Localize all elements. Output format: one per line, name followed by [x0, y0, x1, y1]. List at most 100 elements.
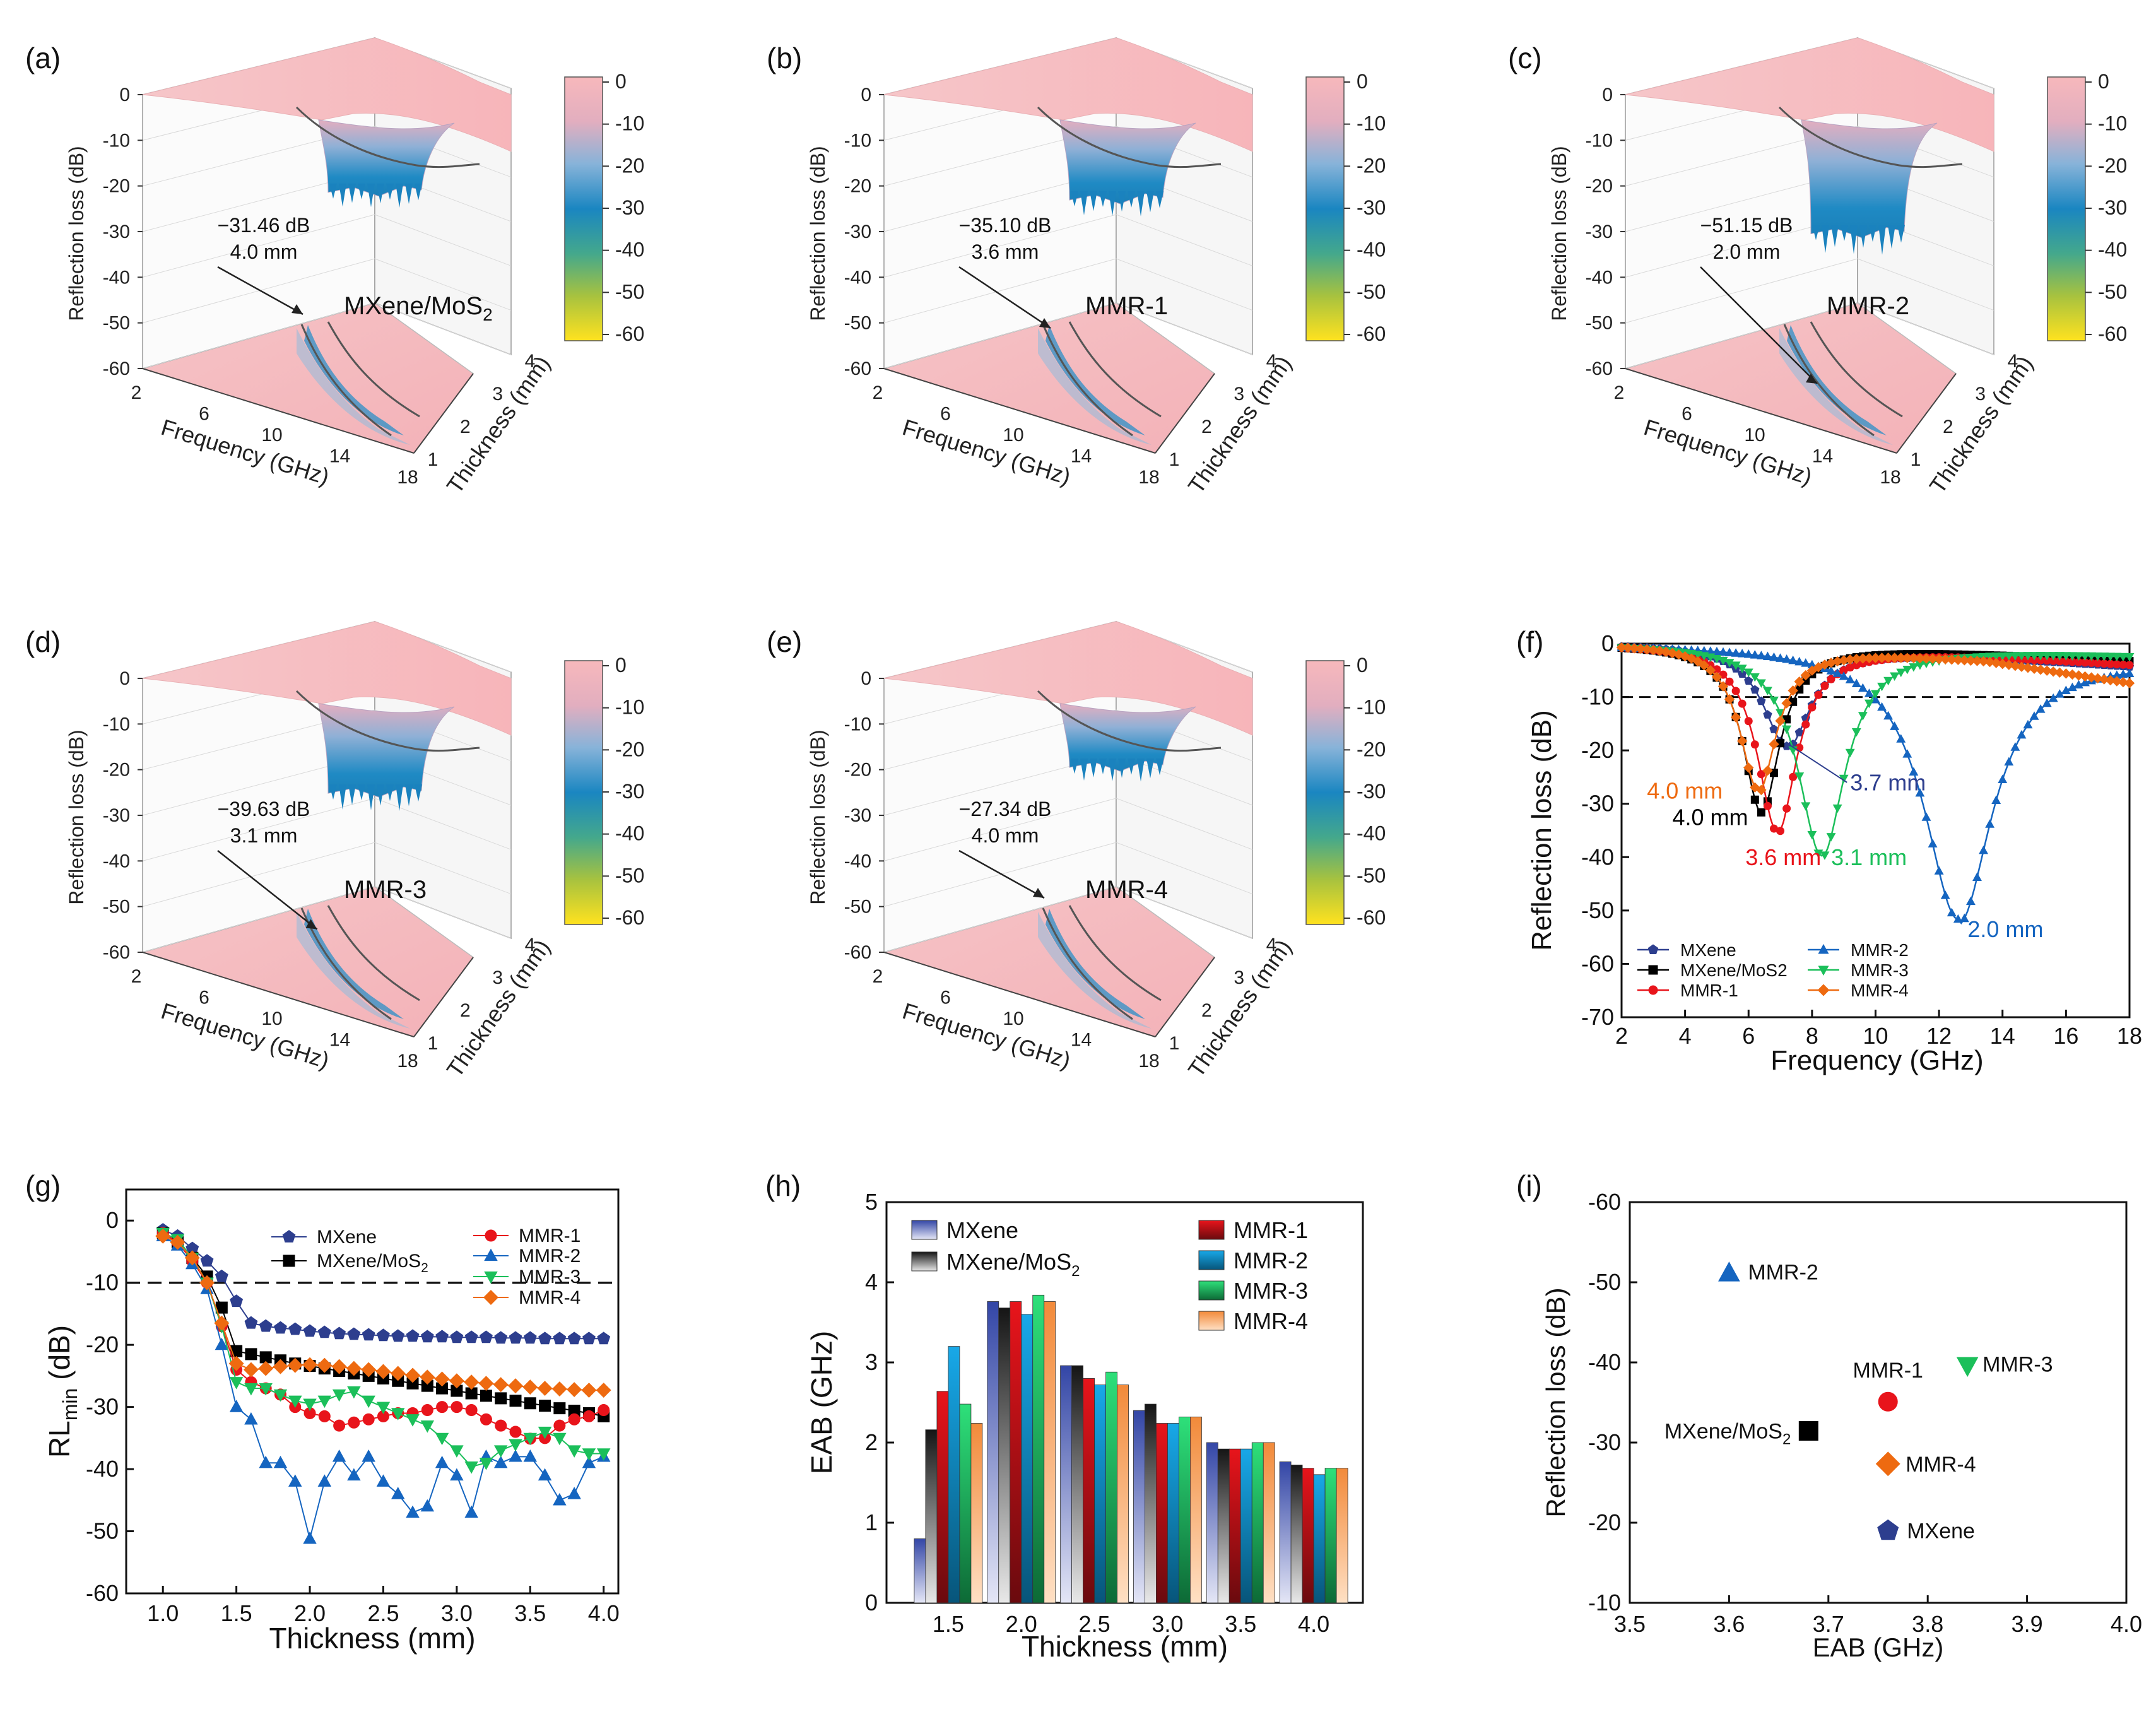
bar — [1263, 1442, 1275, 1603]
legend-label-subscript: 2 — [421, 1261, 428, 1275]
z-tick-label: 0 — [861, 668, 871, 689]
data-point — [1757, 808, 1765, 817]
frequency-tick-label: 2 — [873, 966, 883, 987]
data-point — [539, 1400, 551, 1412]
data-point — [493, 1455, 508, 1468]
colorbar-tick-label: -40 — [1357, 239, 1386, 261]
thickness-annotation: 4.0 mm — [230, 240, 298, 263]
surface-spike — [329, 784, 337, 800]
data-point — [1738, 699, 1747, 708]
data-point — [1877, 682, 1887, 692]
z-tick-label: -40 — [844, 851, 871, 871]
data-point — [480, 1413, 492, 1426]
frequency-axis-title: Frequency (GHz) — [158, 414, 333, 490]
data-point — [1756, 679, 1766, 688]
data-point — [1972, 872, 1982, 881]
z-axis-title: Reflection loss (dB) — [806, 729, 829, 904]
surface-spike — [405, 183, 413, 204]
thickness-axis-line — [1155, 957, 1215, 1037]
z-tick-label: -50 — [844, 897, 871, 918]
data-point — [318, 1410, 331, 1422]
data-point — [2124, 653, 2135, 662]
legend-marker — [283, 1255, 295, 1267]
legend-swatch — [911, 1220, 938, 1240]
bar — [1167, 1423, 1179, 1603]
bar — [1228, 1448, 1241, 1603]
colorbar-tick-label: -60 — [615, 906, 644, 929]
y-tick-label: -50 — [1588, 1269, 1621, 1295]
series-MMR-4 — [155, 1228, 611, 1398]
data-point — [1858, 712, 1868, 721]
panel-3d-3: (c) 0 -10 -20 -30 -40 -50 -60 Reflection loss (d… — [1508, 37, 2127, 498]
y-tick-label: -40 — [1588, 1349, 1621, 1375]
frequency-tick-label: 2 — [873, 382, 883, 403]
annotation-label: 2.0 mm — [1967, 916, 2043, 942]
panel-letter: (h) — [765, 1169, 801, 1202]
thickness-axis-line — [413, 373, 474, 454]
grid-line-wall-left — [883, 214, 1117, 278]
y-tick-label: -20 — [86, 1331, 119, 1357]
series-MMR-4 — [1616, 642, 2135, 796]
y-tick-label: -10 — [1581, 684, 1614, 710]
plot-frame — [125, 1188, 620, 1595]
data-point — [2125, 661, 2134, 670]
data-point — [538, 1426, 552, 1439]
thickness-tick-label: 4 — [525, 351, 536, 372]
z-tick-label: -60 — [103, 942, 130, 963]
data-point — [229, 1377, 244, 1390]
annotation-arrow-line — [217, 266, 303, 316]
data-point — [1814, 690, 1823, 699]
data-point — [406, 1505, 420, 1518]
data-point — [1794, 728, 1804, 736]
data-point — [2010, 652, 2020, 661]
point-label-base: MXene/MoS — [1664, 1419, 1782, 1443]
data-point — [568, 1405, 580, 1417]
legend-marker — [282, 1230, 296, 1243]
data-point — [524, 1397, 536, 1410]
bar — [1302, 1468, 1314, 1603]
data-point — [523, 1449, 538, 1462]
data-point — [1808, 703, 1817, 712]
data-point — [1921, 812, 1931, 821]
data-point — [582, 1455, 596, 1468]
data-point — [567, 1445, 581, 1458]
y-tick-label: 1 — [865, 1509, 878, 1535]
data-point — [2124, 668, 2135, 677]
grid-line-wall-right — [1857, 258, 1994, 311]
data-point — [1788, 655, 1798, 664]
frequency-axis-line — [1625, 368, 1897, 454]
thickness-axis-line — [1896, 373, 1957, 454]
y-tick-label: -30 — [86, 1394, 119, 1420]
data-point — [1985, 819, 1995, 828]
data-point — [1782, 654, 1792, 663]
bar — [948, 1346, 960, 1603]
data-point — [303, 1324, 317, 1337]
surface-spike — [396, 784, 403, 812]
data-point — [2099, 674, 2109, 685]
grid-line-wall-right — [374, 258, 512, 311]
colorbar-tick-label: -50 — [2098, 280, 2127, 303]
data-point — [333, 1419, 346, 1432]
z-tick-label: -60 — [844, 942, 871, 963]
data-point — [1807, 830, 1817, 840]
colorbar-tick-label: -30 — [615, 780, 644, 803]
data-point — [375, 1364, 391, 1379]
data-point — [2112, 652, 2122, 662]
surface-spike — [1099, 191, 1107, 207]
min-rl-annotation: −35.10 dB — [959, 214, 1052, 237]
data-point — [420, 1369, 435, 1385]
data-point — [465, 1404, 478, 1417]
data-point — [538, 1468, 552, 1481]
bar — [1251, 1442, 1264, 1603]
colorbar-tick-label: -40 — [615, 239, 644, 261]
panel-h-eab-bar-chart: (h) 0 1 2 3 4 5 1.5 2.0 2.5 3.0 3.5 4.0 Thickness (mm… — [765, 1169, 1364, 1663]
surface-spike — [348, 784, 356, 805]
surface-spike — [1897, 225, 1905, 243]
data-point — [2023, 652, 2033, 661]
data-point — [1820, 851, 1830, 860]
data-point — [1877, 702, 1887, 711]
x-tick-label: 4 — [1679, 1023, 1692, 1049]
z-tick-label: -30 — [1586, 221, 1613, 242]
